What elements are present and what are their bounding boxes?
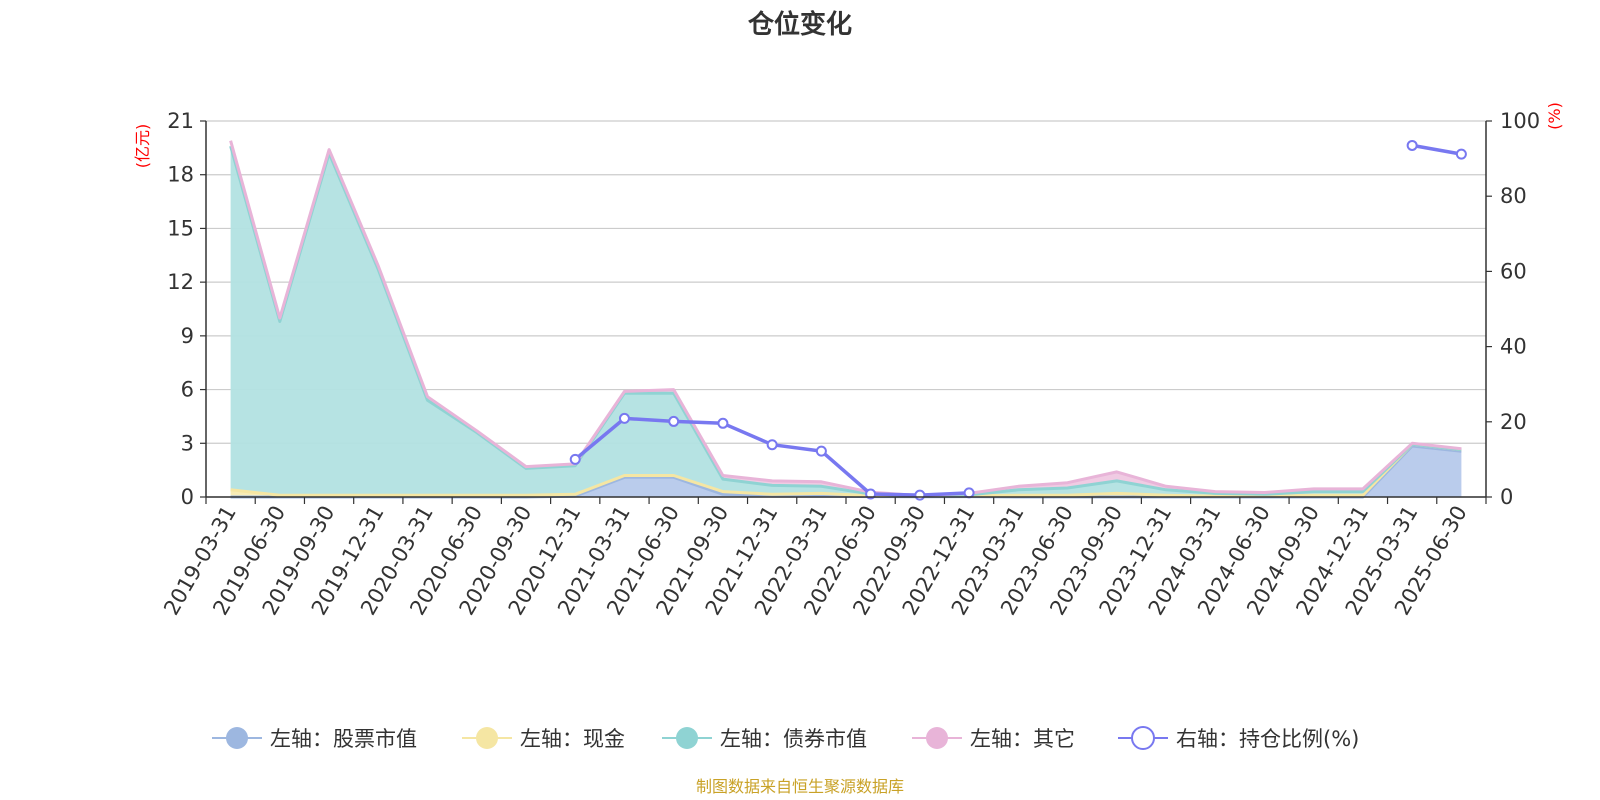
legend-marker [226, 727, 248, 749]
left-tick-label: 9 [181, 324, 194, 348]
ratio-point[interactable] [1455, 148, 1467, 160]
legend-label: 左轴：现金 [520, 727, 625, 751]
right-axis-unit: (%) [1545, 102, 1564, 130]
legend-item-5[interactable]: 右轴：持仓比例(%) [1118, 726, 1359, 751]
ratio-point[interactable] [668, 415, 680, 427]
legend-item-3[interactable]: 左轴：债券市值 [662, 727, 867, 751]
ratio-line [574, 143, 1462, 497]
legend-label: 右轴：持仓比例(%) [1176, 727, 1359, 751]
left-tick-label: 0 [181, 485, 194, 509]
legend: 左轴：股票市值 左轴：现金 左轴：债券市值 左轴：其它 右轴：持仓比例(%) [212, 726, 1359, 751]
legend-marker [476, 727, 498, 749]
right-tick-label: 20 [1500, 410, 1527, 434]
left-tick-label: 3 [181, 431, 194, 455]
left-axis-unit: (亿元) [133, 124, 152, 169]
legend-item-2[interactable]: 左轴：现金 [462, 727, 625, 751]
area-edge-series-3 [229, 145, 1462, 498]
left-tick-label: 6 [181, 378, 194, 402]
ratio-point[interactable] [717, 417, 729, 429]
ratio-point[interactable] [865, 488, 877, 500]
ratio-point[interactable] [569, 453, 581, 465]
stacked-areas [230, 140, 1462, 497]
legend-item-1[interactable]: 左轴：股票市值 [212, 727, 417, 751]
right-tick-label: 100 [1500, 109, 1540, 133]
legend-marker [676, 727, 698, 749]
left-tick-label: 21 [167, 109, 194, 133]
ratio-point[interactable] [618, 412, 630, 424]
area-series-3 [230, 146, 1462, 497]
legend-marker [1131, 726, 1155, 750]
left-tick-label: 15 [167, 216, 194, 240]
legend-marker [926, 727, 948, 749]
legend-label: 左轴：其它 [970, 727, 1075, 751]
ratio-point[interactable] [914, 489, 926, 501]
data-source-note: 制图数据来自恒生聚源数据库 [696, 777, 904, 796]
right-tick-label: 0 [1500, 485, 1513, 509]
ratio-point[interactable] [963, 487, 975, 499]
right-tick-label: 80 [1500, 184, 1527, 208]
area-edge-series-2 [230, 442, 1462, 498]
legend-item-4[interactable]: 左轴：其它 [912, 727, 1075, 751]
right-tick-label: 60 [1500, 259, 1527, 283]
ratio-point[interactable] [766, 439, 778, 451]
legend-label: 左轴：债券市值 [720, 727, 867, 751]
ratio-point[interactable] [1406, 139, 1418, 151]
chart-title: 仓位变化 [747, 9, 852, 40]
ratio-point[interactable] [815, 445, 827, 457]
left-tick-label: 18 [167, 163, 194, 187]
left-tick-label: 12 [167, 270, 194, 294]
right-tick-label: 40 [1500, 335, 1527, 359]
legend-label: 左轴：股票市值 [270, 727, 417, 751]
area-edge-series-4 [229, 140, 1462, 498]
